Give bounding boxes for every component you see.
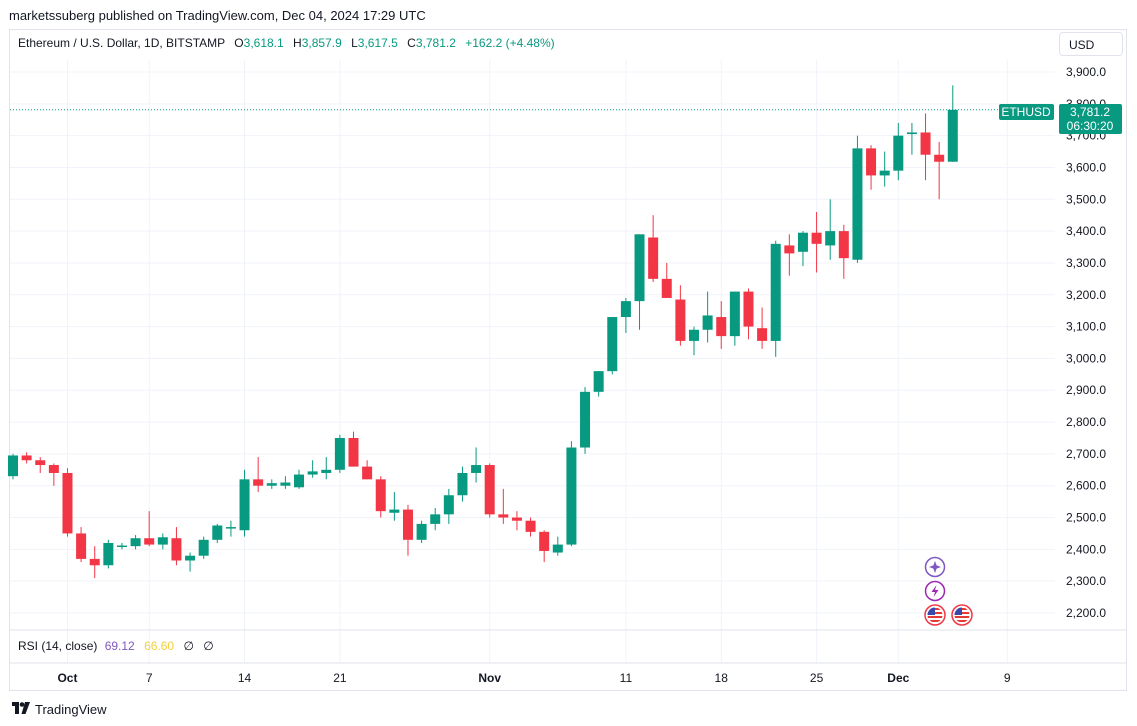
rsi-legend: RSI (14, close) 69.12 66.60 ∅ ∅ (18, 639, 214, 653)
currency-button[interactable]: USD (1059, 32, 1123, 56)
high-value: 3,857.9 (301, 36, 342, 50)
rsi-value: 69.12 (104, 639, 135, 653)
close-label: C (407, 36, 416, 50)
rsi-empty-1: ∅ (183, 639, 194, 653)
rsi-empty-2: ∅ (203, 639, 214, 653)
high-label: H (293, 36, 302, 50)
open-label: O (234, 36, 244, 50)
chart-frame (9, 29, 1127, 691)
rsi-label: RSI (14, close) (18, 639, 98, 653)
change-value: +162.2 (+4.48%) (465, 36, 555, 50)
symbol-legend: Ethereum / U.S. Dollar, 1D, BITSTAMP O3,… (18, 36, 555, 50)
footer-brand[interactable]: TradingView (12, 702, 107, 717)
low-label: L (351, 36, 358, 50)
low-value: 3,617.5 (357, 36, 398, 50)
close-value: 3,781.2 (415, 36, 456, 50)
rsi-ma-value: 66.60 (144, 639, 175, 653)
open-value: 3,618.1 (243, 36, 284, 50)
tradingview-logo-icon (12, 702, 30, 717)
brand-name: TradingView (35, 702, 107, 717)
publisher-line: marketssuberg published on TradingView.c… (9, 8, 426, 23)
symbol-title: Ethereum / U.S. Dollar, 1D, BITSTAMP (18, 36, 225, 50)
